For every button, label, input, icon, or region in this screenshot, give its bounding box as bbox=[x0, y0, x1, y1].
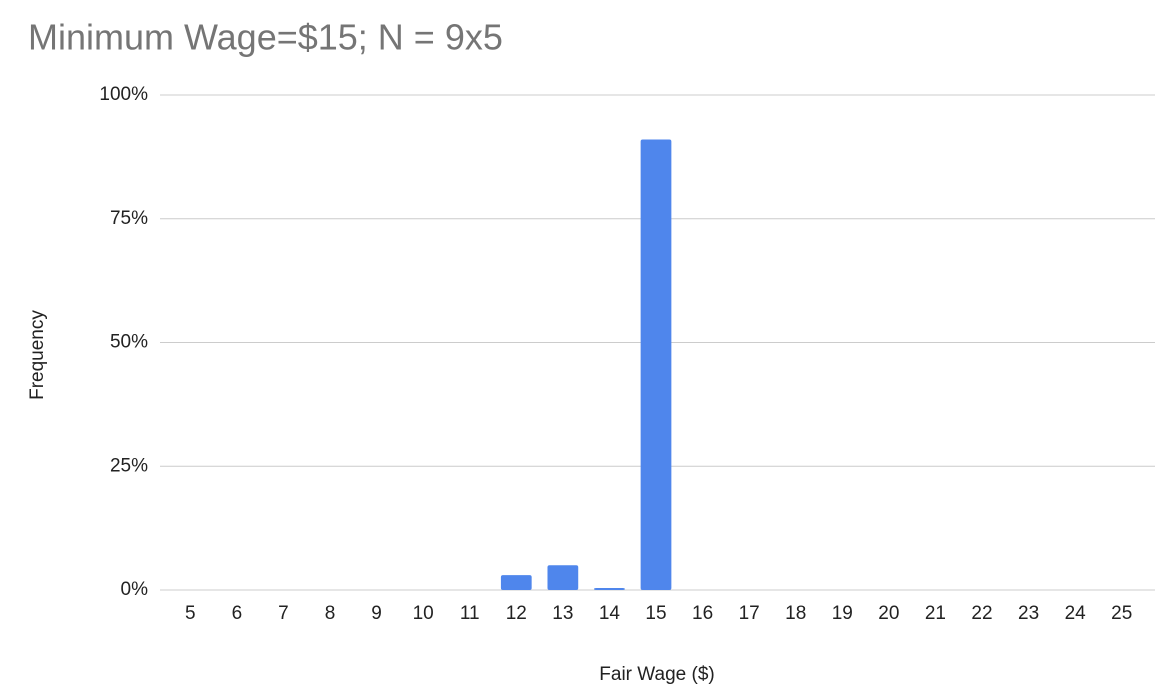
x-tick-label: 12 bbox=[506, 603, 527, 624]
y-tick-label: 75% bbox=[110, 208, 148, 229]
x-tick-label: 17 bbox=[739, 603, 760, 624]
y-axis-title: Frequency bbox=[27, 310, 48, 400]
bar bbox=[594, 588, 625, 590]
x-tick-label: 23 bbox=[1018, 603, 1039, 624]
x-tick-label: 15 bbox=[645, 603, 666, 624]
x-tick-label: 8 bbox=[325, 603, 336, 624]
x-tick-label: 7 bbox=[278, 603, 289, 624]
x-tick-label: 18 bbox=[785, 603, 806, 624]
x-tick-label: 21 bbox=[925, 603, 946, 624]
bar bbox=[500, 575, 532, 590]
y-tick-label: 100% bbox=[99, 84, 148, 105]
x-tick-label: 22 bbox=[971, 603, 992, 624]
x-tick-label: 14 bbox=[599, 603, 621, 624]
x-tick-label: 19 bbox=[832, 603, 853, 624]
x-tick-label: 9 bbox=[371, 603, 382, 624]
x-tick-label: 10 bbox=[413, 603, 434, 624]
x-tick-label: 24 bbox=[1065, 603, 1087, 624]
x-tick-label: 5 bbox=[185, 603, 196, 624]
x-tick-label: 11 bbox=[460, 603, 480, 624]
x-tick-label: 16 bbox=[692, 603, 713, 624]
chart-title: Minimum Wage=$15; N = 9x5 bbox=[28, 17, 503, 58]
x-tick-label: 20 bbox=[878, 603, 899, 624]
x-axis-title: Fair Wage ($) bbox=[599, 664, 714, 685]
x-tick-label: 13 bbox=[552, 603, 573, 624]
y-tick-label: 25% bbox=[110, 455, 148, 476]
y-tick-label: 50% bbox=[110, 332, 148, 353]
x-tick-label: 6 bbox=[232, 603, 243, 624]
bar bbox=[547, 565, 579, 590]
x-tick-label: 25 bbox=[1111, 603, 1132, 624]
y-tick-label: 0% bbox=[121, 579, 149, 600]
bar bbox=[640, 139, 672, 591]
